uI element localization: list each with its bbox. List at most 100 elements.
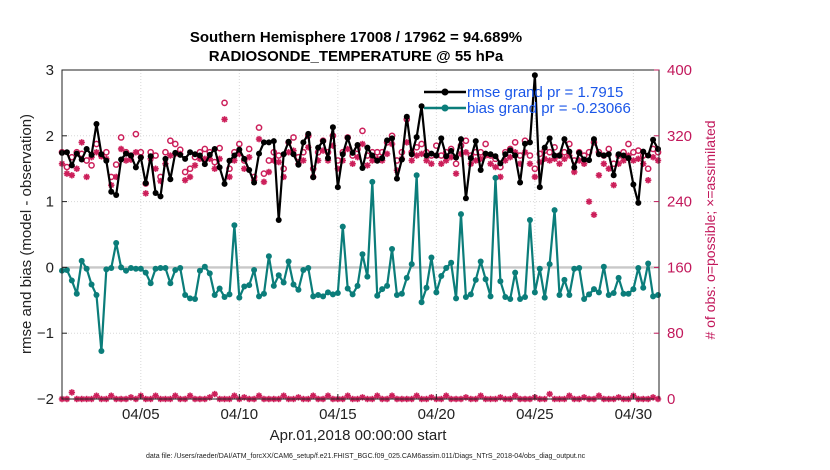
chart-title: Southern Hemisphere 17008 / 17962 = 94.6…: [190, 29, 522, 46]
y-axis-label: rmse and bias (model - observation): [18, 114, 35, 354]
bias-point: [98, 347, 105, 354]
bias-point: [600, 263, 607, 270]
bias-point: [379, 286, 386, 293]
bias-point: [132, 265, 139, 272]
rmse-point: [615, 151, 622, 158]
obs-assimilated-point: [260, 178, 268, 186]
obs-assimilated-point: [172, 392, 179, 399]
obs-assimilated-point: [477, 392, 484, 399]
bias-point: [408, 261, 415, 268]
rmse-point: [256, 150, 263, 157]
y-tick-label: 3: [46, 62, 54, 79]
obs-possible-point: [112, 161, 120, 168]
rmse-point: [551, 152, 558, 159]
data-file-footnote: data file: /Users/raeder/DAI/ATM_forcXX/…: [146, 453, 586, 460]
rmse-point: [359, 165, 366, 172]
obs-possible-point: [531, 165, 539, 173]
rmse-point: [290, 151, 297, 158]
rmse-point: [339, 151, 346, 158]
rmse-point: [315, 144, 322, 151]
rmse-point: [216, 164, 223, 171]
bias-point: [324, 289, 331, 296]
obs-assimilated-point: [605, 165, 612, 172]
obs-assimilated-point: [649, 153, 657, 161]
rmse-point: [123, 150, 130, 157]
bias-point: [103, 266, 110, 273]
bias-point: [581, 295, 588, 302]
bias-point: [142, 269, 149, 276]
rmse-point: [482, 150, 489, 157]
obs-assimilated-point: [462, 149, 470, 156]
rmse-point: [487, 151, 494, 158]
bias-point: [403, 274, 410, 281]
bias-point: [556, 292, 563, 299]
bias-point: [536, 265, 543, 272]
rmse-point: [251, 179, 258, 186]
obs-assimilated-point: [211, 390, 218, 398]
obs-assimilated-point: [580, 160, 588, 167]
obs-possible-point: [536, 150, 544, 158]
obs-possible-point: [418, 140, 425, 148]
bias-point: [275, 272, 282, 279]
obs-assimilated-point: [255, 392, 263, 399]
y2-tick-label: 160: [667, 259, 692, 276]
obs-assimilated-point: [300, 157, 307, 164]
bias-point: [73, 290, 80, 297]
obs-assimilated-point: [349, 160, 356, 167]
obs-possible-point: [201, 145, 209, 153]
bias-point: [546, 261, 553, 268]
bias-point: [418, 299, 425, 306]
rmse-point: [423, 152, 430, 159]
bias-point: [364, 273, 371, 280]
rmse-point: [600, 152, 607, 159]
obs-possible-point: [245, 145, 253, 153]
series-layer: [58, 72, 662, 403]
obs-possible-point: [167, 137, 174, 145]
bias-point: [285, 258, 292, 265]
rmse-point: [546, 135, 553, 142]
bias-point: [428, 254, 435, 261]
y2-tick-label: 320: [667, 128, 692, 145]
bias-point: [182, 292, 189, 299]
rmse-point: [344, 134, 351, 141]
rmse-point: [211, 145, 218, 152]
rmse-point: [260, 139, 267, 146]
rmse-point: [512, 152, 519, 159]
obs-assimilated-point: [452, 170, 460, 177]
rmse-point: [384, 137, 391, 144]
bias-point: [246, 282, 253, 289]
bias-point: [635, 265, 642, 272]
rmse-point: [403, 113, 410, 120]
obs-assimilated-point: [561, 155, 568, 163]
bias-point: [453, 295, 460, 302]
obs-possible-point: [546, 148, 553, 156]
bias-point: [349, 291, 356, 298]
bias-point: [561, 276, 568, 283]
rmse-point: [354, 142, 361, 149]
obs-possible-point: [132, 130, 140, 138]
bias-point: [123, 267, 130, 274]
rmse-point: [182, 155, 189, 162]
rmse-point: [448, 147, 455, 154]
obs-assimilated-point: [186, 392, 194, 399]
bias-point: [457, 211, 464, 218]
rmse-point: [236, 146, 243, 153]
bias-point: [344, 285, 351, 292]
obs-assimilated-point: [206, 394, 213, 401]
obs-assimilated-point: [383, 150, 391, 158]
rmse-point: [561, 136, 568, 143]
bias-point: [310, 293, 317, 300]
obs-assimilated-point: [472, 157, 479, 164]
obs-assimilated-point: [546, 390, 553, 398]
rmse-point: [467, 155, 474, 162]
bias-point: [359, 251, 366, 258]
rmse-point: [374, 157, 381, 164]
bias-point: [152, 265, 159, 272]
obs-possible-point: [511, 139, 519, 146]
bias-point: [595, 289, 602, 296]
rmse-point: [142, 180, 149, 187]
bias-point: [369, 178, 376, 185]
obs-assimilated-point: [93, 149, 100, 156]
bias-point: [462, 294, 469, 301]
rmse-point: [630, 181, 637, 188]
